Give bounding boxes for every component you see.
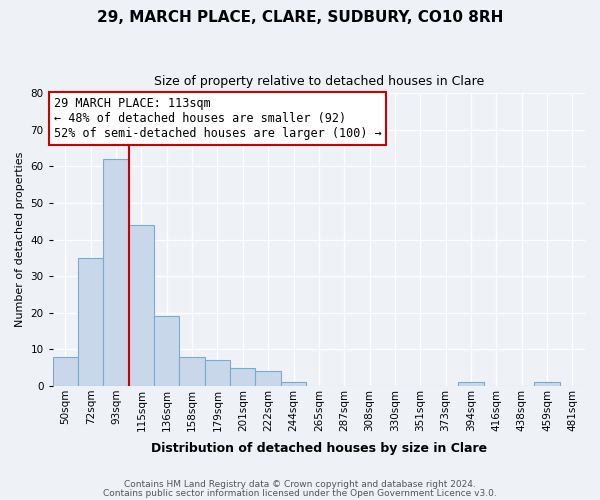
Bar [281, 382, 306, 386]
Bar [205, 360, 230, 386]
Bar [78, 258, 103, 386]
Bar [154, 316, 179, 386]
Bar [458, 382, 484, 386]
Text: 29 MARCH PLACE: 113sqm
← 48% of detached houses are smaller (92)
52% of semi-det: 29 MARCH PLACE: 113sqm ← 48% of detached… [54, 97, 382, 140]
Bar [256, 372, 281, 386]
Bar [53, 356, 78, 386]
Bar [129, 225, 154, 386]
Bar [103, 159, 129, 386]
Text: Contains public sector information licensed under the Open Government Licence v3: Contains public sector information licen… [103, 488, 497, 498]
Title: Size of property relative to detached houses in Clare: Size of property relative to detached ho… [154, 75, 484, 88]
X-axis label: Distribution of detached houses by size in Clare: Distribution of detached houses by size … [151, 442, 487, 455]
Y-axis label: Number of detached properties: Number of detached properties [15, 152, 25, 328]
Text: 29, MARCH PLACE, CLARE, SUDBURY, CO10 8RH: 29, MARCH PLACE, CLARE, SUDBURY, CO10 8R… [97, 10, 503, 25]
Bar [179, 356, 205, 386]
Bar [230, 368, 256, 386]
Bar [535, 382, 560, 386]
Text: Contains HM Land Registry data © Crown copyright and database right 2024.: Contains HM Land Registry data © Crown c… [124, 480, 476, 489]
